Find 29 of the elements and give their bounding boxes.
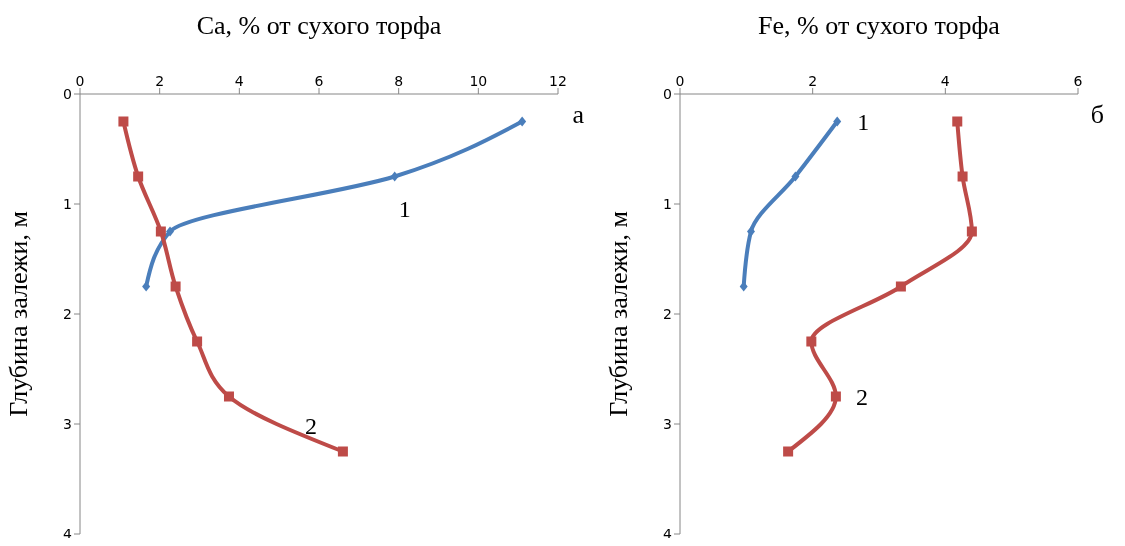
x-axis-title: Ca, % от сухого торфа [196,11,442,41]
x-tick-label: 4 [234,73,244,89]
x-tick-label: 0 [75,73,85,89]
y-axis-title: Глубина залежи, м [4,211,34,417]
y-tick-label: 0 [663,85,672,102]
x-tick-label: 10 [469,73,488,89]
x-tick-label: 12 [549,73,567,89]
text: а [572,100,584,130]
text: б [1090,100,1104,130]
x-tick-label: 4 [940,73,950,89]
y-axis-title: Глубина залежи, м [604,211,634,417]
series-label: 2 [855,383,868,410]
y-tick-label: 3 [63,415,72,432]
x-tick-label: 2 [808,73,818,89]
x-tick-label: 6 [1073,73,1083,89]
y-tick-label: 0 [63,85,72,102]
series-label: 2 [304,412,317,439]
x-tick-label: 2 [155,73,165,89]
x-tick-label: 0 [675,73,685,89]
x-axis-title: Fe, % от сухого торфа [758,11,1001,41]
series-label: 1 [398,195,411,222]
x-tick-label: 6 [314,73,324,89]
y-tick-label: 2 [663,305,672,322]
y-tick-label: 2 [63,305,72,322]
y-tick-label: 1 [663,195,672,212]
x-tick-label: 8 [394,73,404,89]
y-tick-label: 1 [63,195,72,212]
series-label: 1 [857,108,870,135]
y-tick-label: 3 [663,415,672,432]
